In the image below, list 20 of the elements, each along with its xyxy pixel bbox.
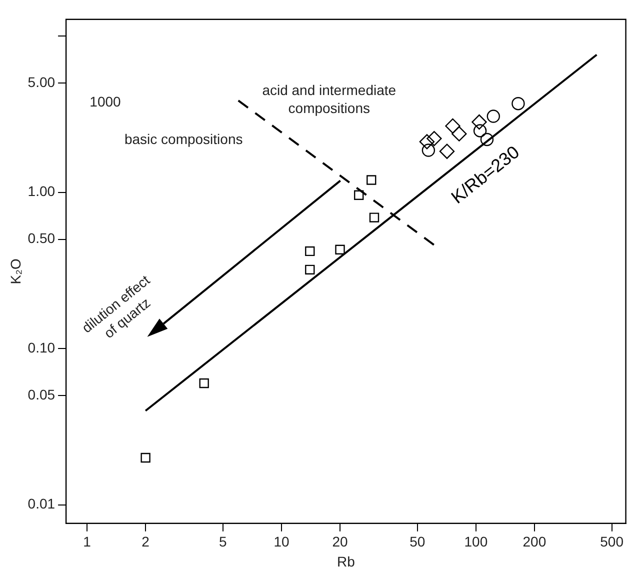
annotation: basic compositions	[124, 131, 243, 148]
y-tick-label: 0.05	[28, 386, 56, 402]
x-tick-label: 5	[219, 534, 228, 550]
y-tick-label: 0.10	[28, 339, 56, 356]
x-tick-label: 100	[464, 534, 488, 550]
x-tick-label: 50	[410, 534, 426, 550]
y-tick-label: 1.00	[28, 183, 56, 200]
x-tick-label: 1	[83, 534, 92, 550]
x-tick-label: 10	[274, 534, 290, 550]
y-axis-title: K₂O	[7, 258, 24, 284]
x-tick-label: 2	[142, 534, 150, 550]
x-axis-title: Rb	[336, 553, 356, 570]
x-tick-label: 20	[332, 534, 348, 550]
x-tick-label: 500	[600, 534, 624, 550]
x-tick-label: 200	[522, 534, 546, 550]
y-tick-label: 5.00	[28, 74, 56, 90]
y-tick-label: 0.01	[28, 496, 56, 512]
y-tick-label: 0.50	[28, 230, 56, 246]
annotation: acid and intermediate compositions	[262, 82, 396, 116]
annotation: 1000	[90, 93, 122, 110]
